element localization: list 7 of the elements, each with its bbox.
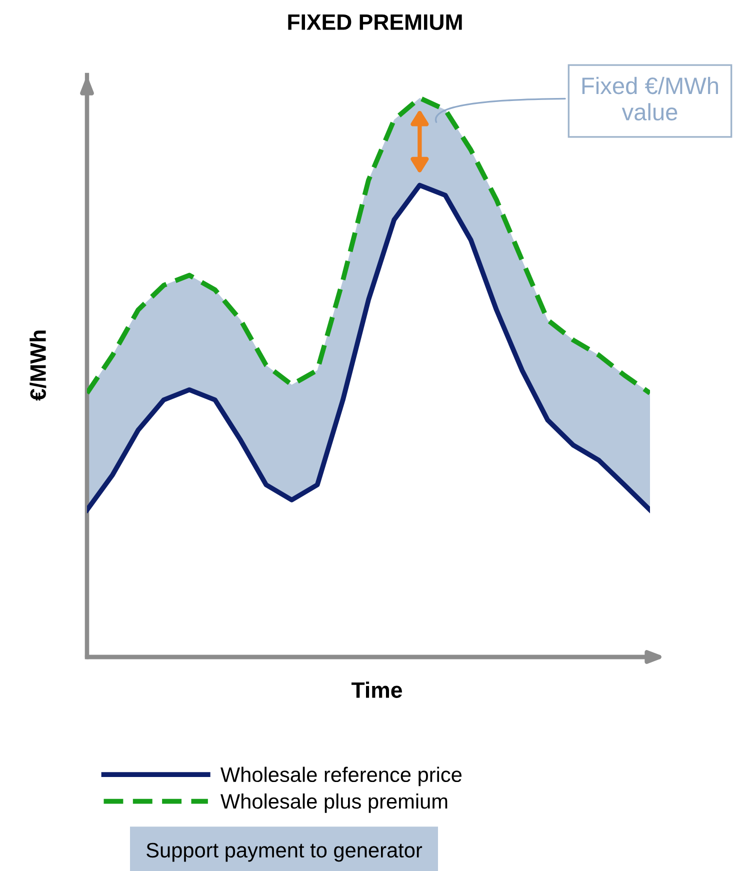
legend-label: Wholesale reference price	[220, 766, 462, 786]
x-axis-title: Time	[352, 682, 402, 698]
chart-title: FIXED PREMIUM	[288, 14, 462, 30]
legend-label: Wholesale plus premium	[220, 793, 448, 813]
text: Support payment to generator	[146, 842, 422, 862]
annotation: Fixed €/MWh value	[582, 76, 718, 120]
y-axis-title: €/MWh	[30, 330, 46, 401]
